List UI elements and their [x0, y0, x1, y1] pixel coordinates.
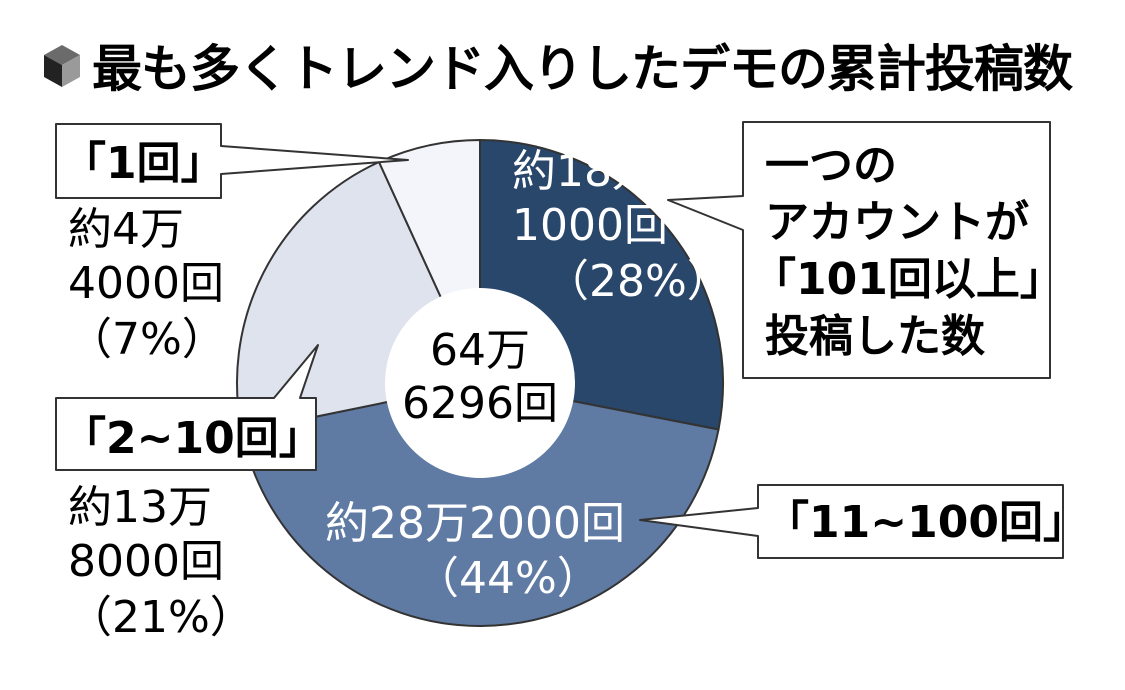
callout-11to100-text: 「11~100回」: [765, 497, 1087, 548]
label-11to100-line-1: 約28万2000回: [325, 498, 625, 549]
callout-1: 「1回」: [55, 123, 409, 199]
callout-101plus: 一つの アカウントが 「101回以上」 投稿した数: [667, 121, 1064, 379]
callout-2to10-text: 「2~10回」: [62, 413, 323, 464]
callout-101plus-line-1: 一つの: [765, 140, 897, 191]
label-101plus-line-2: 1000回: [512, 200, 668, 251]
callout-101plus-line-2: アカウントが: [765, 197, 1029, 248]
callout-2to10: 「2~10回」: [55, 344, 323, 471]
label-2to10-line-1: 約13万: [68, 482, 212, 533]
label-2to10-line-2: 8000回: [68, 536, 224, 587]
chart-title: 最も多くトレンド入りしたデモの累計投稿数: [92, 40, 1073, 98]
label-2to10-line-3: （21%）: [68, 592, 254, 643]
label-101plus-line-3: （28%）: [545, 256, 731, 307]
center-label-line-2: 6296回: [402, 378, 558, 429]
callout-1-text: 「1回」: [62, 138, 225, 189]
label-101plus-line-1: 約18万: [512, 146, 656, 197]
label-1-line-2: 4000回: [68, 258, 224, 309]
label-11to100-line-2: （44%）: [415, 553, 601, 604]
center-label-line-1: 64万: [430, 325, 530, 376]
callout-11to100: 「11~100回」: [639, 484, 1087, 559]
label-1-line-1: 約4万: [68, 204, 184, 255]
callout-101plus-line-3: 「101回以上」: [752, 254, 1064, 305]
donut-hole: [385, 288, 575, 478]
title-icon: [44, 45, 80, 87]
callout-101plus-line-4: 投稿した数: [765, 311, 985, 362]
label-1-line-3: （7%）: [68, 314, 226, 365]
